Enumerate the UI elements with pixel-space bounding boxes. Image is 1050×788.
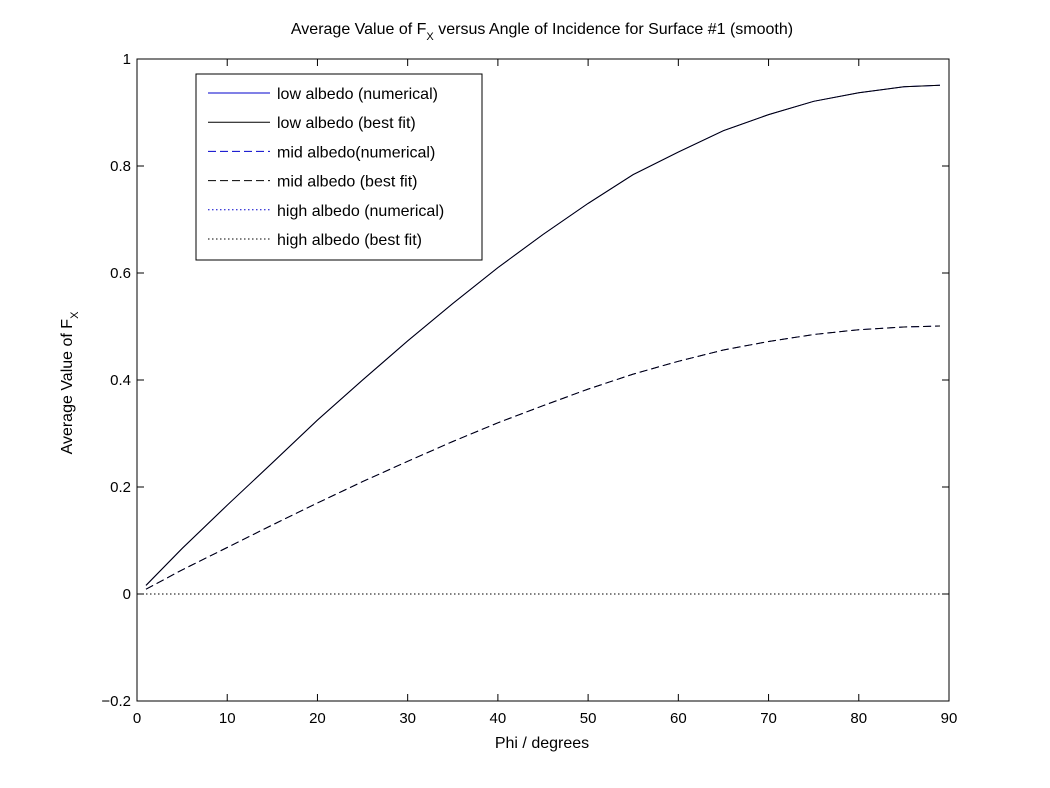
legend-box	[195, 73, 483, 261]
x-tick-label: 90	[941, 710, 958, 727]
legend: low albedo (numerical) low albedo (best f…	[195, 73, 483, 261]
y-axis: −0.2 0 0.2 0.4 0.6 0.8 1	[101, 51, 949, 710]
y-tick-label: 0.8	[110, 158, 131, 175]
legend-label: high albedo (numerical)	[277, 203, 444, 220]
x-axis-label: Phi / degrees	[495, 735, 589, 752]
legend-label: mid albedo (best fit)	[277, 174, 418, 191]
chart-title: Average Value of FX versus Angle of Inci…	[291, 21, 793, 43]
y-axis-label: Average Value of FX	[59, 311, 81, 455]
series-line-4	[145, 325, 941, 590]
y-axis-label-subscript: X	[69, 311, 81, 319]
y-axis-label-main: Average Value of F	[59, 319, 76, 455]
y-tick-label: 0.2	[110, 479, 131, 496]
x-tick-label: 0	[133, 710, 141, 727]
chart-title-main: Average Value of F	[291, 21, 427, 38]
x-tick-label: 70	[760, 710, 777, 727]
x-tick-label: 80	[850, 710, 867, 727]
legend-label: low albedo (numerical)	[277, 86, 438, 103]
x-tick-label: 50	[580, 710, 597, 727]
y-tick-label: 0	[123, 586, 131, 603]
legend-label: low albedo (best fit)	[277, 115, 416, 132]
y-tick-label: 0.6	[110, 265, 131, 282]
legend-label: mid albedo(numerical)	[277, 144, 435, 161]
x-tick-label: 40	[490, 710, 507, 727]
series-lines	[145, 84, 941, 595]
chart-title-subscript: X	[426, 31, 434, 43]
x-axis: 0 10 20 30 40 50 60 70 80 90	[133, 59, 958, 727]
y-tick-label: 1	[123, 51, 131, 68]
y-tick-label: −0.2	[101, 693, 131, 710]
x-tick-label: 10	[219, 710, 236, 727]
x-tick-label: 30	[399, 710, 416, 727]
chart-title-rest: versus Angle of Incidence for Surface #1…	[434, 21, 793, 38]
series-line-2	[145, 84, 941, 586]
legend-label: high albedo (best fit)	[277, 232, 422, 249]
y-tick-label: 0.4	[110, 372, 131, 389]
x-tick-label: 60	[670, 710, 687, 727]
x-tick-label: 20	[309, 710, 326, 727]
